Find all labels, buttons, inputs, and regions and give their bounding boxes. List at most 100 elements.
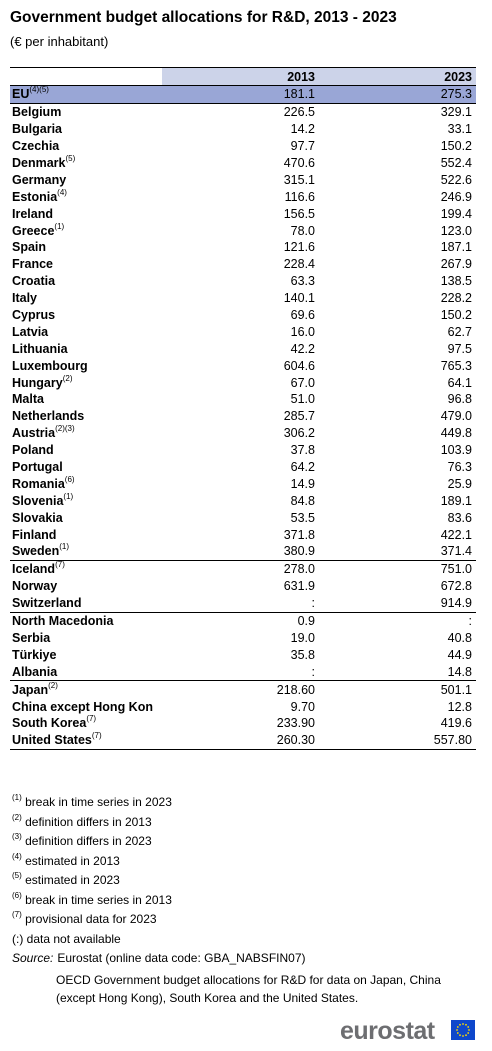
footnote-text: definition differs in 2023	[25, 834, 152, 848]
page-subtitle: (€ per inhabitant)	[10, 34, 109, 49]
country-name: France	[12, 257, 53, 272]
country-cell: Spain	[10, 239, 162, 256]
country-cell: France	[10, 256, 162, 273]
table-row: Slovakia 53.5 83.6	[10, 509, 476, 526]
value-2013: 37.8	[290, 443, 315, 458]
country-name: Sweden	[12, 544, 60, 559]
value-2023: 64.1	[447, 375, 472, 390]
table-row: Albania: 14.8	[10, 663, 476, 680]
value-2013: :	[311, 664, 315, 679]
value-2013: 69.6	[290, 308, 315, 323]
country-cell: China except Hong Kon	[10, 698, 162, 715]
country-cell: Malta	[10, 391, 162, 408]
country-name: South Korea	[12, 716, 87, 731]
country-name: Türkiye	[12, 647, 57, 662]
flag-star	[465, 1023, 467, 1026]
notes: (1) break in time series in 2023 (2) defi…	[12, 793, 476, 1007]
table-row: United States(7) 260.30 557.80	[10, 731, 476, 750]
value-2013: 306.2	[283, 426, 315, 441]
country-name: Iceland	[12, 562, 56, 577]
flag-star	[456, 1032, 459, 1034]
country-cell: Portugal	[10, 459, 162, 476]
source-text: Eurostat (online data code: GBA_NABSFIN0…	[57, 951, 306, 965]
footnote-text: break in time series in 2023	[25, 795, 172, 809]
value-2023: 62.7	[447, 324, 472, 339]
country-note: (7)	[55, 560, 65, 570]
country-cell: Cyprus	[10, 307, 162, 324]
value-2023: 246.9	[440, 189, 472, 204]
value-2013: 260.30	[162, 731, 319, 750]
table-row: Spain 121.6 187.1	[10, 239, 476, 256]
value-2013: 97.7	[290, 139, 315, 154]
country-note: (7)	[86, 714, 97, 724]
value-2013: 35.8	[290, 647, 315, 662]
country-note: (2)	[48, 680, 58, 690]
country-name: Norway	[12, 579, 58, 594]
header-blank	[10, 67, 162, 86]
value-2013: 42.2	[290, 341, 315, 356]
table-row: Ireland 156.5 199.4	[10, 205, 476, 222]
value-2023: 199.4	[440, 206, 472, 221]
header-2023: 2023	[319, 67, 476, 86]
page-title: Government budget allocations for R&D, 2…	[10, 9, 397, 26]
footnote: (4) estimated in 2013	[12, 852, 476, 872]
value-2023: 40.8	[447, 630, 472, 645]
table-row: Finland 371.8 422.1	[10, 526, 476, 543]
country-note: (7)	[91, 731, 102, 741]
table-row: China except Hong Kon 9.70 12.8	[10, 698, 476, 715]
value-2013: 121.6	[283, 240, 315, 255]
value-2023: 138.5	[440, 274, 472, 289]
value-2013: 218.60	[162, 680, 319, 699]
footnote: (1) break in time series in 2023	[12, 793, 476, 813]
country-name: China except Hong Kon	[12, 699, 153, 714]
value-2023: 103.9	[440, 443, 472, 458]
country-name: Netherlands	[12, 409, 85, 424]
flag-star	[467, 1032, 470, 1034]
value-2023: 228.2	[440, 291, 472, 306]
country-cell: Romania(6)	[10, 475, 162, 492]
value-2023: 96.8	[447, 392, 472, 407]
footnote-text: estimated in 2013	[25, 853, 120, 868]
country-name: Serbia	[12, 630, 51, 645]
value-2023: 765.3	[440, 358, 472, 373]
table-row: Malta 51.0 96.8	[10, 391, 476, 408]
value-2013: 116.6	[284, 189, 315, 204]
country-name: Italy	[12, 291, 38, 306]
country-name: Latvia	[12, 324, 49, 339]
value-2013: 181.1	[162, 85, 319, 104]
country-cell: Austria(2)(3)	[10, 425, 162, 442]
footnote-text: definition differs in 2013	[25, 814, 152, 829]
country-name: Switzerland	[12, 596, 82, 611]
table-row: Hungary(2) 67.0 64.1	[10, 374, 476, 391]
country-name: Germany	[12, 172, 67, 187]
country-cell: Hungary(2)	[10, 374, 162, 391]
table-row: Denmark(5) 470.6 552.4	[10, 155, 476, 172]
footnote-text: estimated in 2023	[25, 873, 120, 887]
country-name: Poland	[12, 443, 54, 458]
value-2023: 275.3	[319, 85, 476, 104]
country-cell: Croatia	[10, 273, 162, 290]
country-cell: South Korea(7)	[10, 715, 162, 732]
country-cell: Italy	[10, 290, 162, 307]
source-line: Source: Eurostat (online data code: GBA_N…	[12, 949, 476, 969]
value-2013: 226.5	[283, 105, 315, 120]
table-row: Croatia 63.3 138.5	[10, 273, 476, 290]
flag-star	[462, 1023, 464, 1025]
value-2013: 315.1	[283, 172, 315, 187]
country-cell: Sweden(1)	[10, 543, 162, 560]
table-row: Luxembourg 604.6 765.3	[10, 357, 476, 374]
country-name: Japan	[12, 682, 49, 697]
country-cell: Japan(2)	[10, 680, 162, 699]
value-2023: 267.9	[440, 257, 472, 272]
table-row: Latvia 16.0 62.7	[10, 323, 476, 340]
country-note: (6)	[64, 475, 75, 484]
table-row: North Macedonia 0.9:	[10, 611, 476, 630]
value-2013: 51.0	[290, 392, 315, 407]
country-name: Luxembourg	[12, 358, 88, 373]
table-row: Türkiye 35.8 44.9	[10, 646, 476, 663]
footnote-mark: (3)	[12, 832, 22, 841]
country-name: Czechia	[12, 139, 60, 154]
value-2023: 150.2	[440, 308, 472, 323]
country-cell: Netherlands	[10, 408, 162, 425]
country-note: (1)	[63, 492, 74, 501]
